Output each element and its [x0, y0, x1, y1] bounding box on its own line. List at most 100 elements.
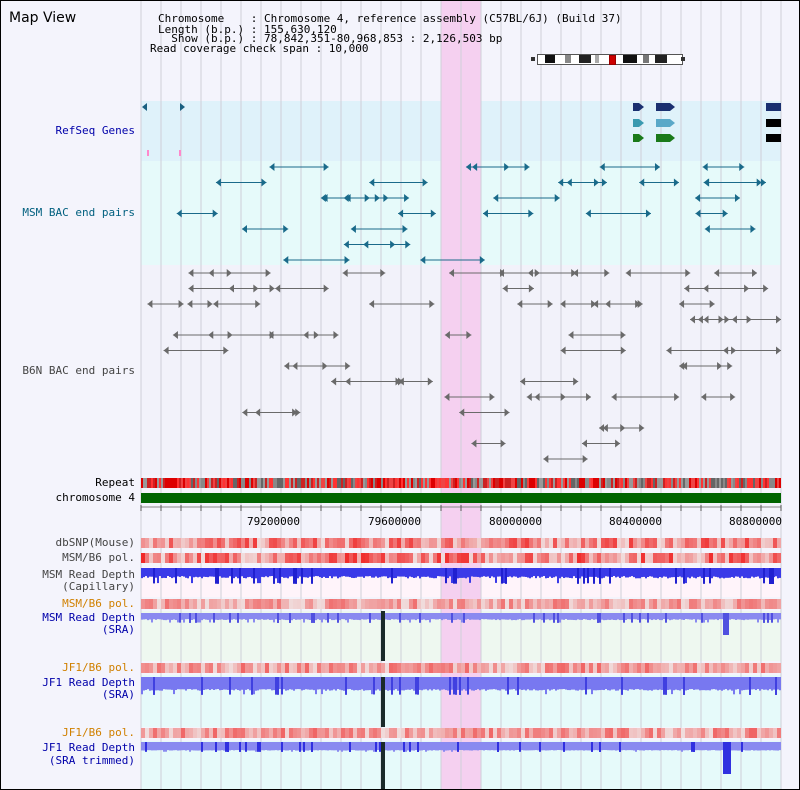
depth-bar	[531, 677, 533, 691]
heat-mark	[361, 538, 365, 548]
depth-bar	[575, 742, 577, 751]
heat-mark	[769, 553, 773, 563]
depth-bar	[661, 568, 663, 578]
repeat-mark	[483, 478, 485, 488]
heat-mark	[525, 553, 529, 563]
depth-bar	[367, 613, 369, 620]
depth-bar	[219, 568, 221, 577]
depth-bar	[279, 568, 281, 584]
depth-bar	[207, 677, 209, 690]
heat-mark	[545, 599, 549, 609]
heat-mark	[233, 663, 237, 673]
depth-bar	[245, 742, 247, 752]
depth-bar	[487, 613, 489, 620]
depth-bar	[665, 677, 667, 695]
depth-bar	[293, 568, 295, 584]
depth-bar	[227, 568, 229, 578]
depth-bar	[213, 613, 215, 623]
heat-mark	[661, 663, 665, 673]
heat-mark	[681, 599, 685, 609]
depth-bar	[745, 677, 747, 690]
depth-bar	[739, 613, 741, 620]
depth-bar	[155, 568, 157, 578]
depth-bar	[299, 568, 301, 577]
depth-bar	[165, 568, 167, 579]
depth-bar	[371, 613, 373, 620]
heat-mark	[573, 728, 577, 738]
heat-mark	[177, 663, 181, 673]
repeat-mark	[143, 478, 145, 488]
depth-bar	[289, 677, 291, 690]
depth-bar	[671, 677, 673, 695]
depth-bar	[569, 742, 571, 751]
depth-bar	[743, 613, 745, 621]
depth-bar	[199, 568, 201, 577]
heat-mark	[729, 538, 733, 548]
bac-pair-end	[554, 194, 560, 202]
heat-mark	[489, 728, 493, 738]
heat-mark	[549, 599, 553, 609]
bac-pair-end	[611, 393, 617, 401]
depth-bar	[397, 568, 399, 577]
depth-bar	[721, 613, 723, 620]
depth-bar	[591, 677, 593, 695]
depth-bar	[599, 742, 601, 752]
repeat-mark	[591, 478, 593, 488]
depth-bar	[485, 742, 487, 751]
depth-bar	[735, 568, 737, 577]
depth-bar	[377, 677, 379, 690]
depth-bar	[321, 742, 323, 751]
depth-bar	[663, 677, 665, 695]
heat-mark	[709, 599, 713, 609]
heat-mark	[181, 728, 185, 738]
heat-mark	[701, 599, 705, 609]
repeat-mark	[559, 478, 561, 488]
depth-bar	[625, 742, 627, 751]
heat-mark	[665, 538, 669, 548]
bac-pair-end	[573, 269, 579, 277]
heat-mark	[377, 599, 381, 609]
depth-bar	[233, 677, 235, 691]
depth-bar	[247, 568, 249, 578]
heat-mark	[733, 538, 737, 548]
depth-bar	[225, 568, 227, 578]
depth-bar	[433, 677, 435, 690]
bac-pair-end	[333, 331, 339, 339]
heat-mark	[757, 538, 761, 548]
repeat-mark	[145, 478, 147, 488]
depth-bar	[295, 742, 297, 751]
depth-bar	[547, 613, 549, 620]
gene-mark	[766, 119, 781, 127]
depth-bar	[737, 677, 739, 690]
heat-mark	[301, 553, 305, 563]
heat-mark	[421, 728, 425, 738]
repeat-mark	[713, 478, 715, 488]
heat-mark	[229, 728, 233, 738]
depth-bar	[315, 568, 317, 577]
depth-bar	[447, 677, 449, 691]
depth-bar	[153, 742, 155, 751]
depth-bar	[479, 568, 481, 578]
repeat-mark	[153, 478, 155, 488]
bac-pair-end	[444, 393, 450, 401]
repeat-mark	[279, 478, 281, 488]
depth-bar	[673, 677, 675, 691]
depth-bar	[189, 677, 191, 690]
chromosome-ideogram[interactable]	[531, 54, 686, 65]
depth-bar	[441, 742, 443, 751]
repeat-mark	[165, 478, 167, 488]
heat-mark	[529, 663, 533, 673]
bac-pair-end	[369, 300, 375, 308]
depth-bar	[537, 677, 539, 691]
heat-mark	[569, 728, 573, 738]
heat-mark	[281, 599, 285, 609]
depth-bar	[341, 613, 343, 620]
depth-bar	[279, 677, 281, 690]
depth-bar	[685, 613, 687, 620]
heat-mark	[509, 728, 513, 738]
depth-bar	[729, 677, 731, 690]
jf1-depth-sra-sub: (SRA)	[101, 688, 135, 701]
repeat-mark	[181, 478, 183, 488]
heat-mark	[553, 728, 557, 738]
